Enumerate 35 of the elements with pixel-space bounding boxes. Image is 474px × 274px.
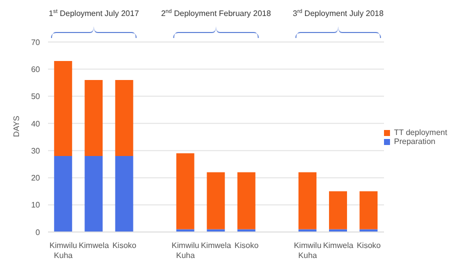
x-tick-label: Kimwela — [200, 241, 232, 250]
y-tick-label: 20 — [31, 174, 41, 183]
bar — [298, 172, 316, 230]
x-tick-label: Kisoko — [112, 241, 137, 250]
y-tick-label: 10 — [31, 200, 41, 210]
bar — [84, 80, 103, 156]
x-tick-label: Kisoko — [356, 241, 382, 250]
bar — [360, 191, 378, 230]
y-tick-label: 0 — [36, 228, 41, 237]
bar — [176, 153, 194, 230]
x-tick-label: Kisoko — [234, 241, 260, 250]
y-tick-label: 70 — [31, 38, 41, 47]
y-tick-label: 60 — [31, 64, 41, 74]
x-tick-label: Kimwilu Kuha — [49, 241, 78, 260]
x-tick-label: Kimwela — [78, 241, 110, 250]
y-axis-title: DAYS — [12, 116, 21, 137]
bar — [115, 156, 134, 232]
bar — [237, 172, 256, 230]
text: 3$^{rd}$ Deployment July 2018 — [292, 8, 384, 18]
bar — [84, 156, 103, 232]
text: 2$^{nd}$ Deployment February 2018 — [161, 8, 272, 18]
text: 1$^{st}$ Deployment July 2017 — [48, 9, 140, 18]
y-tick-label: 40 — [31, 119, 41, 128]
x-tick-label: Kimwilu Kuha — [294, 241, 322, 260]
bar — [206, 172, 225, 230]
legend-label: TT deployment — [394, 128, 448, 137]
y-tick-label: 50 — [31, 92, 41, 102]
x-tick-label: Kimwilu Kuha — [172, 241, 200, 260]
bar — [54, 61, 72, 156]
bar — [54, 156, 72, 232]
y-tick-label: 30 — [31, 146, 41, 156]
legend-label: Preparation — [394, 137, 436, 146]
bar — [115, 80, 134, 156]
bar — [329, 191, 348, 230]
x-tick-label: Kimwela — [323, 241, 354, 250]
